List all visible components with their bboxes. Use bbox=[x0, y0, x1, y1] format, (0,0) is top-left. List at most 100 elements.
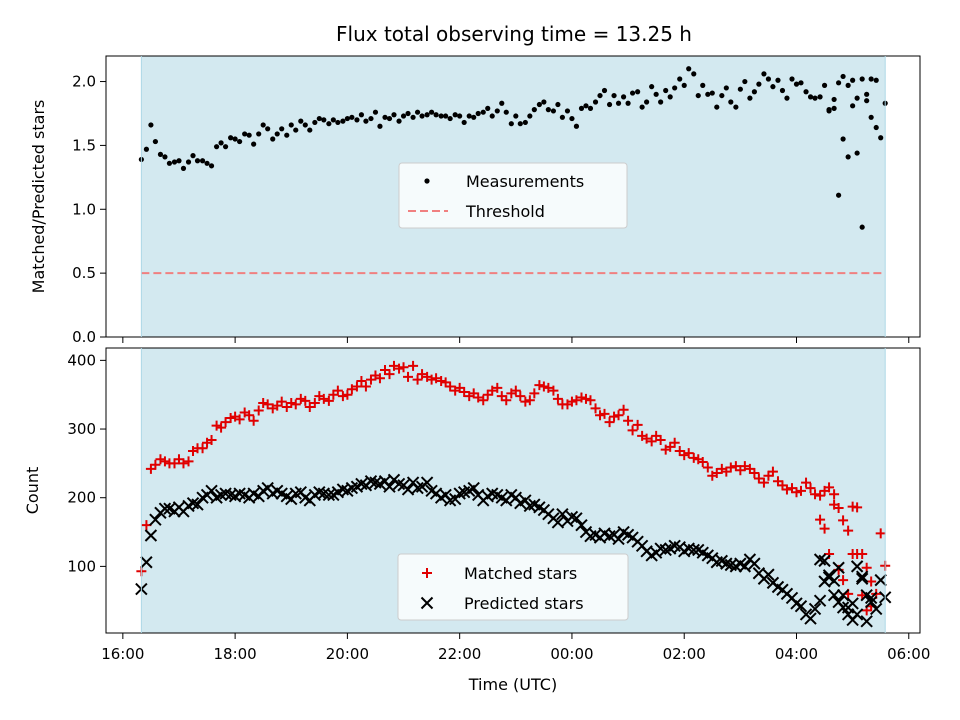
measurement-point bbox=[629, 90, 636, 96]
predicted-star-point bbox=[570, 512, 583, 525]
measurement-point bbox=[611, 92, 617, 99]
predicted-star-point bbox=[612, 532, 625, 546]
measurement-point bbox=[601, 87, 608, 94]
matched-star-point bbox=[829, 489, 840, 500]
matched-star-point bbox=[394, 363, 405, 374]
matched-star-point bbox=[609, 411, 620, 422]
measurement-point bbox=[410, 114, 416, 120]
measurement-point bbox=[480, 109, 486, 115]
matched-star-point bbox=[534, 380, 545, 391]
legend-measurements-marker bbox=[424, 178, 430, 184]
measurement-point bbox=[672, 85, 678, 91]
measurement-point bbox=[878, 135, 884, 141]
measurement-point bbox=[578, 105, 585, 111]
measurement-point bbox=[635, 89, 641, 95]
measurement-point bbox=[466, 113, 472, 119]
measurement-point bbox=[391, 112, 397, 118]
predicted-star-point bbox=[687, 543, 700, 557]
measurement-point bbox=[162, 154, 168, 160]
measurement-point bbox=[335, 119, 341, 126]
measurement-point bbox=[228, 135, 234, 141]
y-tick-label: 1.0 bbox=[72, 200, 96, 218]
measurement-point bbox=[321, 117, 327, 123]
predicted-star-point bbox=[420, 476, 434, 489]
matched-star-point bbox=[875, 528, 886, 539]
matched-star-point bbox=[632, 419, 643, 430]
matched-star-point bbox=[683, 448, 694, 459]
measurement-point bbox=[190, 153, 196, 159]
measurement-point bbox=[279, 126, 285, 132]
predicted-star-point bbox=[836, 601, 850, 614]
measurement-point bbox=[803, 89, 809, 95]
measurement-point bbox=[789, 76, 795, 82]
measurement-point bbox=[180, 165, 187, 171]
measurement-point bbox=[559, 114, 566, 120]
measurement-point bbox=[845, 154, 851, 160]
measurement-point bbox=[868, 76, 874, 82]
measurement-point bbox=[756, 81, 762, 87]
matched-star-point bbox=[702, 462, 713, 473]
matched-star-point bbox=[580, 393, 591, 404]
matched-star-point bbox=[403, 371, 414, 382]
measurement-point bbox=[363, 118, 369, 124]
measurement-point bbox=[208, 163, 215, 169]
matched-star-point bbox=[725, 462, 736, 473]
matched-star-point bbox=[346, 384, 357, 395]
x-tick-label: 02:00 bbox=[663, 645, 706, 663]
matched-star-point bbox=[155, 454, 166, 465]
predicted-star-point bbox=[575, 518, 588, 532]
measurement-point bbox=[555, 101, 561, 108]
measurement-point bbox=[349, 114, 355, 120]
measurement-point bbox=[625, 100, 631, 106]
matched-star-point bbox=[618, 404, 629, 415]
matched-star-point bbox=[417, 369, 428, 380]
measurement-point bbox=[747, 95, 753, 101]
matched-star-point bbox=[571, 395, 582, 406]
measurement-point bbox=[522, 119, 528, 126]
chart-title: Flux total observing time = 13.25 h bbox=[336, 22, 692, 46]
matched-star-point bbox=[262, 399, 273, 410]
matched-star-point bbox=[253, 405, 264, 416]
matched-star-point bbox=[412, 374, 423, 385]
measurement-point bbox=[850, 103, 856, 109]
legend-threshold-label: Threshold bbox=[465, 202, 545, 221]
measurement-point bbox=[775, 77, 781, 83]
measurement-point bbox=[382, 114, 388, 120]
matched-star-point bbox=[590, 403, 601, 414]
matched-star-point bbox=[801, 477, 812, 488]
measurement-point bbox=[779, 87, 786, 94]
measurement-point bbox=[471, 114, 477, 120]
measurement-point bbox=[723, 85, 729, 91]
matched-star-point bbox=[781, 484, 792, 495]
matched-star-point bbox=[216, 422, 227, 433]
y-tick-label: 0.5 bbox=[72, 264, 96, 282]
matched-star-point bbox=[623, 415, 634, 426]
measurement-point bbox=[433, 112, 439, 118]
measurement-point bbox=[812, 95, 818, 101]
measurement-point bbox=[232, 136, 238, 142]
matched-star-point bbox=[646, 436, 657, 447]
legend-matched-label: Matched stars bbox=[464, 564, 577, 583]
measurement-point bbox=[564, 108, 571, 114]
matched-star-point bbox=[749, 467, 760, 478]
matched-star-point bbox=[669, 437, 680, 448]
matched-star-point bbox=[627, 425, 638, 436]
matched-star-point bbox=[529, 388, 540, 399]
measurement-point bbox=[475, 110, 481, 117]
measurement-point bbox=[185, 159, 192, 165]
measurement-point bbox=[836, 80, 842, 86]
x-axis-label: Time (UTC) bbox=[468, 675, 557, 694]
measurement-point bbox=[821, 82, 828, 88]
measurement-point bbox=[424, 112, 430, 118]
matched-star-point bbox=[276, 396, 287, 407]
predicted-star-point bbox=[467, 481, 480, 495]
y-tick-label: 200 bbox=[67, 489, 96, 507]
matched-star-point bbox=[548, 385, 559, 396]
predicted-star-point bbox=[355, 477, 368, 491]
measurement-point bbox=[218, 140, 224, 146]
matched-star-point bbox=[225, 413, 236, 424]
matched-star-point bbox=[211, 420, 222, 431]
measurement-point bbox=[298, 118, 304, 124]
predicted-star-point bbox=[383, 480, 396, 493]
matched-star-point bbox=[351, 381, 362, 392]
